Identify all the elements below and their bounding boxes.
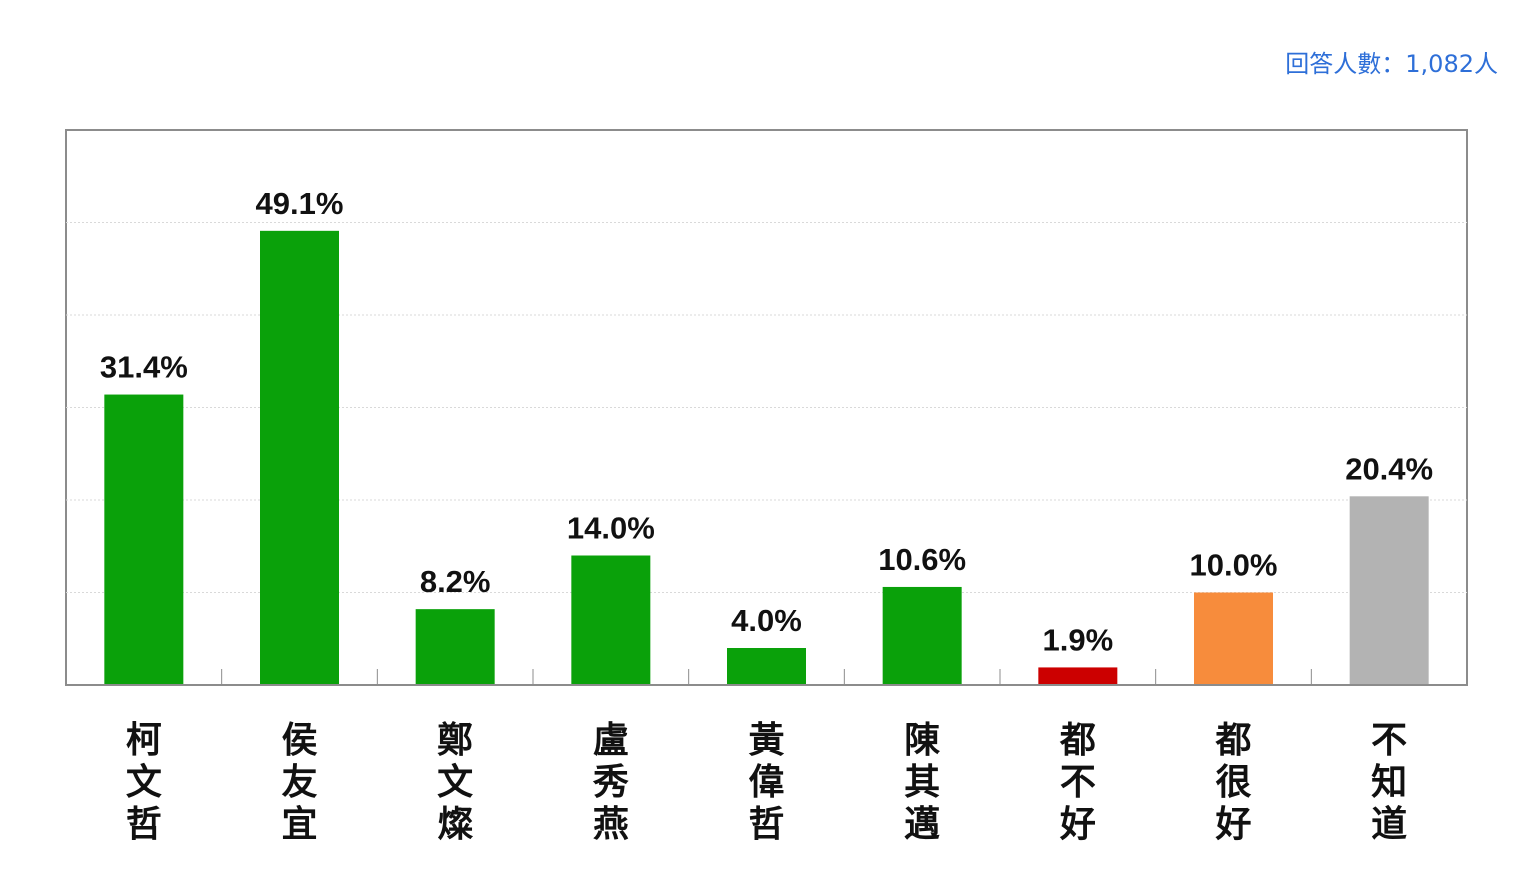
value-labels: 31.4% 49.1% 8.2% 14.0% 4.0% 10.6% 1.9% 10.0% 20.… xyxy=(100,186,1433,658)
category-label: 鄭文燦 xyxy=(437,720,473,845)
bar xyxy=(104,394,184,685)
category-labels: 柯文哲 侯友宜 鄭文燦 盧秀燕 黃偉哲 陳其邁 都不好 都很好 不知道 xyxy=(126,720,1407,845)
bar xyxy=(260,230,339,685)
bar xyxy=(1038,667,1118,685)
sample-size-label: 回答人數：1,082人 xyxy=(1285,50,1498,78)
category-label: 都不好 xyxy=(1059,720,1096,845)
bar xyxy=(727,648,806,685)
category-label: 不知道 xyxy=(1371,720,1407,845)
category-label: 柯文哲 xyxy=(126,720,162,845)
bar xyxy=(882,586,962,685)
bar-value-label: 14.0% xyxy=(567,511,655,546)
category-label: 侯友宜 xyxy=(281,720,317,845)
category-label: 陳其邁 xyxy=(904,720,940,845)
category-label: 黃偉哲 xyxy=(748,720,784,845)
bar-value-label: 4.0% xyxy=(731,603,802,638)
category-label: 都很好 xyxy=(1214,720,1251,845)
category-ticks xyxy=(221,669,1312,685)
bar xyxy=(415,609,495,685)
category-label: 盧秀燕 xyxy=(592,720,629,845)
bars xyxy=(104,230,1429,685)
bar-value-label: 49.1% xyxy=(256,186,344,221)
bar-value-label: 8.2% xyxy=(420,564,491,599)
bar-value-label: 20.4% xyxy=(1345,451,1433,486)
bar-value-label: 10.6% xyxy=(878,542,966,577)
bar-value-label: 31.4% xyxy=(100,350,188,385)
bar xyxy=(571,555,651,685)
bar xyxy=(1194,592,1273,685)
bar-value-label: 1.9% xyxy=(1042,622,1113,657)
bar-value-label: 10.0% xyxy=(1190,548,1278,583)
bar xyxy=(1349,496,1429,685)
